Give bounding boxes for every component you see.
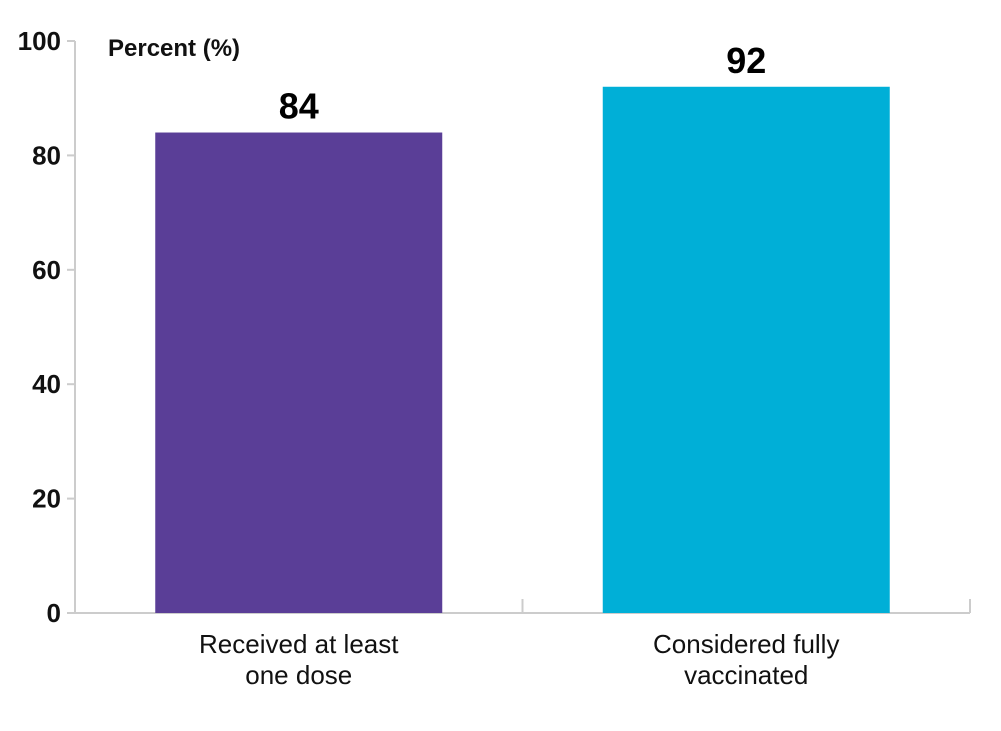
data-labels: 84 92 [279, 40, 767, 127]
y-tick-label: 100 [18, 26, 61, 56]
y-tick-label: 60 [32, 255, 61, 285]
x-axis-ticks [74, 599, 971, 613]
y-axis-ticks: 0 20 40 60 80 100 [18, 26, 75, 628]
y-tick-label: 80 [32, 140, 61, 170]
x-tick-label: Received at least [199, 629, 399, 659]
x-tick-label: one dose [245, 660, 352, 690]
bar [602, 86, 890, 613]
x-tick-label: vaccinated [684, 660, 808, 690]
bars [155, 86, 890, 613]
data-label: 92 [726, 40, 766, 81]
y-tick-label: 40 [32, 369, 61, 399]
y-tick-label: 20 [32, 484, 61, 514]
y-axis-title: Percent (%) [108, 35, 240, 62]
y-tick-label: 0 [47, 598, 61, 628]
data-label: 84 [279, 86, 319, 127]
x-tick-label: Considered fully [653, 629, 839, 659]
bar [155, 132, 443, 613]
